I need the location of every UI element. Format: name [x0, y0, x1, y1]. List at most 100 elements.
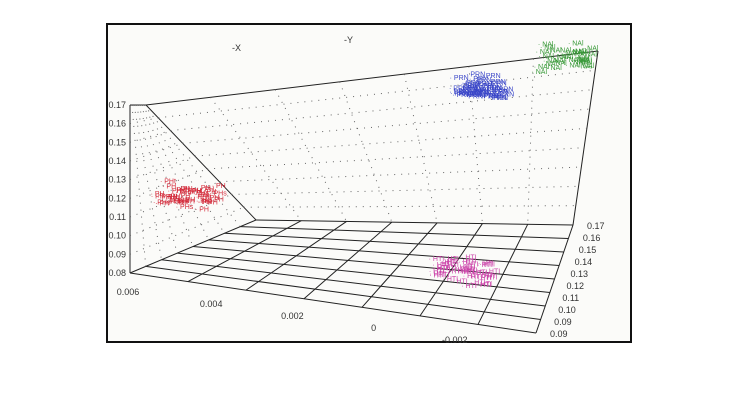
data-point-hti: · HTI	[443, 256, 459, 263]
data-point-hti: · HTI	[433, 265, 449, 272]
left-wall-grid-line	[143, 104, 241, 227]
floor-grid-line	[477, 224, 529, 325]
floor-grid-line	[187, 220, 302, 283]
data-point-nal: · NAl	[550, 58, 566, 65]
data-point-nal: · NAl	[577, 59, 593, 66]
data-point-hti: · HTI	[434, 272, 450, 279]
data-point-prn: · PRN	[450, 90, 469, 97]
left-wall-grid-line	[139, 104, 210, 241]
x-tick-label: 0.002	[281, 311, 304, 321]
data-point-hti: · HTI	[443, 276, 459, 283]
data-point-hti: · HTI	[485, 268, 501, 275]
data-point-hti: · HTI	[442, 259, 458, 266]
floor-grid-line	[208, 239, 560, 266]
data-point-ph: · PH	[172, 187, 186, 194]
data-point-hti: · HTI	[461, 283, 477, 290]
axis-edge	[145, 104, 257, 221]
floor-grid-line	[240, 226, 569, 239]
data-point-nal: · NAl	[538, 42, 554, 49]
data-point-nal: · NAl	[534, 64, 550, 71]
data-point-ph: · PH	[202, 189, 216, 196]
data-point-prn: · PRN	[449, 85, 468, 92]
data-point-prn: · PRN	[458, 87, 477, 94]
y-tick-label: 0.09	[554, 317, 572, 327]
data-point-ph: · PHt	[160, 179, 176, 186]
y-tick-label: 0.13	[571, 269, 589, 279]
data-point-hti: · HTI	[478, 260, 494, 267]
data-point-prn: · PRN	[475, 87, 494, 94]
data-point-prn: · PRN	[464, 93, 483, 100]
y-tick-label: 0.15	[579, 245, 597, 255]
data-point-prn: · PRN	[473, 81, 492, 88]
data-point-nal: · NAl	[583, 45, 599, 52]
axis-edge	[255, 219, 574, 226]
floor-grid-line	[224, 232, 564, 253]
data-point-prn: · PRN	[456, 90, 475, 97]
x-tick-label: 0	[371, 323, 376, 333]
data-point-prn: · PRN	[479, 93, 498, 100]
data-points: · PH· PHt· PHs· PH· PH· PH· PH· PH· PH· …	[151, 41, 599, 290]
data-point-ph: · PH	[164, 194, 178, 201]
data-point-nal: · NAl	[553, 54, 569, 61]
data-point-ph: · PHs	[166, 198, 184, 205]
data-point-hti: · HTI	[477, 281, 493, 288]
data-point-ph: · PHt	[165, 199, 181, 206]
data-point-nal: · NAl	[574, 56, 590, 63]
left-wall-grid-line	[129, 193, 232, 237]
data-point-nal: · NAl	[572, 57, 588, 64]
y-axis-name: -Y	[344, 35, 353, 45]
3d-scatter-plot: 0.08 0.09 0.10 0.11 0.12 0.13 0.14 0.15 0.16 0.17…	[108, 35, 604, 345]
data-point-prn: · PRN	[459, 83, 478, 90]
data-point-ph: · PH	[181, 189, 195, 196]
data-point-prn: · PRN	[463, 90, 482, 97]
data-point-ph: · PHs	[209, 190, 227, 197]
data-point-prn: · PRN	[485, 93, 504, 100]
data-point-ph: · PH	[187, 188, 201, 195]
data-point-ph: · PH	[196, 198, 210, 205]
data-point-hti: · HTI	[452, 278, 468, 285]
grid-lines	[129, 50, 599, 334]
y-tick-label: 0.11	[562, 293, 579, 303]
data-point-ph: · PH	[181, 197, 195, 204]
data-point-hti: · HTI	[479, 262, 495, 269]
data-point-hti: · HTI	[461, 254, 477, 261]
data-point-ph: · PHs	[168, 188, 186, 195]
data-point-ph: · PH	[173, 199, 187, 206]
data-point-nal: · NAl	[568, 41, 584, 48]
data-point-hti: · HTI	[462, 267, 478, 274]
z-tick-label: 0.10	[108, 231, 126, 241]
data-point-ph: · PH	[188, 188, 202, 195]
floor-grid-line	[303, 221, 393, 300]
data-point-ph: · PH	[194, 191, 208, 198]
data-point-prn: · PRN	[466, 72, 485, 79]
z-tick-label: 0.16	[108, 119, 126, 129]
z-tick-label: 0.15	[108, 137, 126, 147]
data-point-prn: · PRN	[488, 95, 507, 102]
data-point-hti: · HTI	[458, 269, 474, 276]
data-point-prn: · PRN	[454, 91, 473, 98]
left-wall-grid-line	[137, 104, 194, 247]
data-point-prn: · PRN	[462, 92, 481, 99]
data-point-hti: · HTI	[437, 261, 453, 268]
data-point-hti: · HTI	[476, 275, 492, 282]
data-point-prn: · PRN	[482, 73, 501, 80]
data-point-ph: · PH	[179, 186, 193, 193]
data-point-hti: · HTI	[454, 268, 470, 275]
data-point-prn: · PRN	[482, 85, 501, 92]
data-point-ph: · PH	[174, 199, 188, 206]
axis-edge	[572, 50, 599, 226]
z-tick-label: 0.08	[108, 268, 126, 278]
data-point-hti: · HTI	[455, 264, 471, 271]
back-wall-grid-line	[339, 81, 393, 223]
data-point-hti: · HTI	[472, 270, 488, 277]
data-point-nal: · NAl	[576, 57, 592, 64]
data-point-ph: · PH	[205, 195, 219, 202]
data-point-prn: · PRN	[470, 82, 489, 89]
axis-edge	[129, 272, 537, 334]
x-axis-name: -X	[232, 43, 241, 53]
data-point-prn: · PRN	[495, 92, 514, 99]
data-point-prn: · PRN	[465, 92, 484, 99]
data-point-prn: · PRN	[490, 89, 509, 96]
back-wall-grid-line	[527, 58, 534, 225]
data-point-nal: · NAl	[571, 49, 587, 56]
